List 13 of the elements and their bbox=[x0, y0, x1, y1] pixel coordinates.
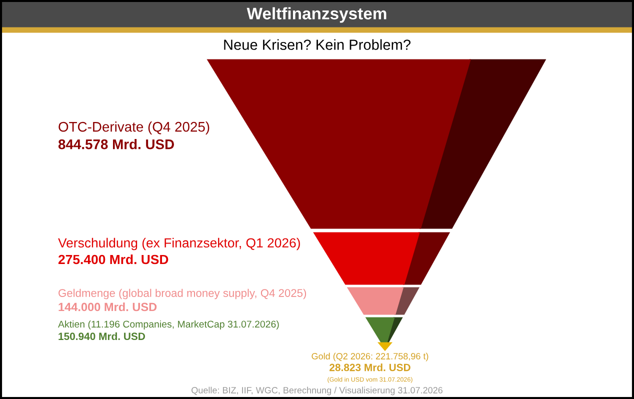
category-label: OTC-Derivate (Q4 2025) bbox=[58, 122, 210, 134]
data-label: 144.000 Mrd. USD bbox=[58, 302, 157, 312]
data-label: 275.400 Mrd. USD bbox=[58, 254, 168, 264]
text: Neue Krisen? Kein Problem? bbox=[224, 39, 410, 50]
category-label: Aktien (11.196 Companies, MarketCap 31.07.2026) bbox=[58, 320, 279, 330]
category-label: Verschuldung (ex Finanzsektor, Q1 2026) bbox=[58, 238, 300, 250]
data-label: 150.940 Mrd. USD bbox=[58, 332, 145, 340]
text: Weltfinanzsystem bbox=[246, 7, 386, 23]
category-label: Gold (Q2 2026: 221.758,96 t) bbox=[312, 352, 428, 362]
category-label: Geldmenge (global broad money supply, Q4 2025) bbox=[58, 288, 306, 300]
data-label: 28.823 Mrd. USD bbox=[330, 364, 410, 372]
data-label: 844.578 Mrd. USD bbox=[58, 139, 174, 150]
source-note: Quelle: BIZ, IIF, WGC, Berechnung / Visualisierung 31.07.2026 bbox=[192, 386, 442, 396]
